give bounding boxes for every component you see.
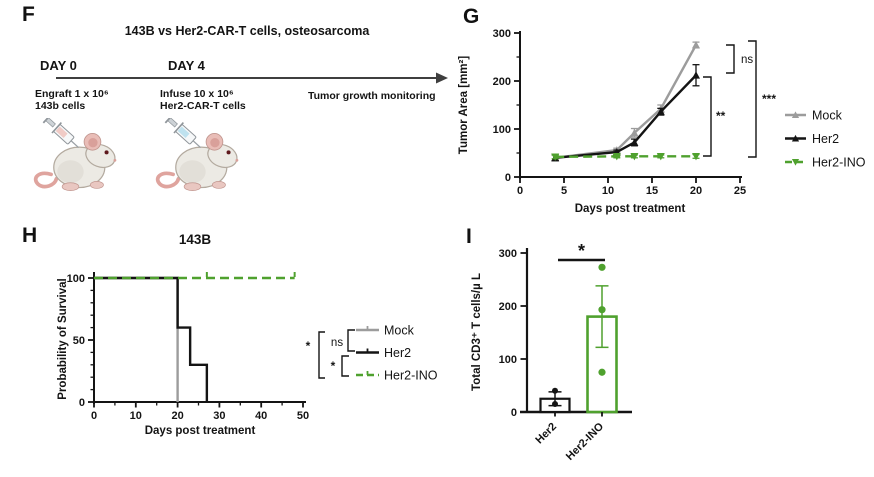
legend-label: Mock: [384, 324, 415, 338]
mouse-injection-illustration: [30, 118, 118, 192]
infusion-note-line1: Infuse 10 x 10⁶: [160, 88, 234, 100]
sig-bracket: [703, 76, 712, 157]
chart-title: 143B: [179, 232, 212, 247]
legend-label: Her2-INO: [384, 369, 438, 383]
engraft-note-line2: 143b cells: [35, 100, 86, 113]
y-tick-label: 100: [493, 124, 511, 136]
engraft-note: Engraft 1 x 10⁶ 143b cells: [35, 88, 109, 112]
legend-label: Mock: [812, 109, 843, 123]
sig-label: *: [306, 339, 311, 353]
x-axis-title: Days post treatment: [145, 425, 256, 437]
legend-label: Her2: [384, 346, 411, 360]
sig-label: *: [578, 241, 585, 261]
panel-g-tumor-growth: G 0 5 10 15 20 25 0 100 200 300 Days post treatmen…: [450, 0, 874, 232]
y-axis-title: Total CD3⁺ T cells/µ L: [471, 273, 483, 391]
data-point: [598, 306, 606, 314]
tumor-growth-chart: 0 5 10 15 20 25 0 100 200 300 Days post treatment T…: [458, 28, 866, 215]
y-tick-label: 0: [79, 397, 85, 409]
experiment-title: 143B vs Her2-CAR-T cells, osteosarcoma: [124, 24, 370, 38]
survival-curve-Her2: [94, 276, 209, 402]
data-point: [598, 263, 606, 271]
x-tick-label: Her2-INO: [564, 420, 607, 463]
mouse-injection-illustration: [152, 118, 240, 192]
legend-label: Her2-INO: [812, 156, 866, 170]
data-point: [598, 368, 606, 376]
infusion-note: Infuse 10 x 10⁶ Her2-CAR-T cells: [160, 88, 246, 112]
x-tick-label: 25: [734, 185, 746, 197]
data-point: [552, 387, 558, 394]
x-tick-label: 0: [517, 185, 523, 197]
marker-triangle-up: [630, 138, 639, 146]
sig-bracket: [318, 331, 325, 379]
y-axis-title: Tumor Area [mm²]: [458, 56, 470, 155]
marker-triangle-down: [791, 158, 800, 166]
data-point: [552, 401, 558, 408]
y-tick-label: 200: [493, 76, 511, 88]
panel-f-label: F: [22, 3, 35, 26]
panel-f-timeline: F 143B vs Her2-CAR-T cells, osteosarcoma…: [0, 0, 450, 200]
survival-chart: 143B 0 10 20 30 40 50 0 50 100 Days post treatment…: [57, 232, 438, 437]
infusion-note-line2: Her2-CAR-T cells: [160, 100, 246, 113]
timeline-day4-heading: DAY 4: [168, 58, 205, 73]
marker-triangle-up: [692, 41, 700, 49]
y-tick-label: 100: [499, 354, 517, 366]
x-tick-label: 10: [602, 185, 614, 197]
legend-label: Her2: [812, 132, 839, 146]
marker-triangle-down: [612, 152, 621, 161]
sig-label: ***: [762, 92, 776, 106]
y-tick-label: 200: [499, 301, 517, 313]
y-tick-label: 300: [499, 248, 517, 260]
sig-label: ns: [331, 337, 343, 349]
y-tick-label: 100: [67, 273, 85, 285]
marker-triangle-down: [630, 152, 639, 161]
marker-triangle-down: [692, 152, 700, 161]
x-axis-title: Days post treatment: [575, 203, 686, 215]
marker-triangle-down: [551, 153, 560, 161]
sig-bracket: [748, 40, 757, 158]
x-tick-label: Her2: [533, 421, 559, 447]
y-tick-label: 0: [511, 407, 517, 419]
panel-h-survival: H 143B 0 10 20 30 40 50 0 50 100 Days post treatme…: [0, 200, 450, 477]
marker-triangle-up: [791, 134, 800, 142]
x-tick-label: 15: [646, 185, 658, 197]
sig-label: *: [331, 359, 336, 373]
survival-curve-Mock: [94, 276, 179, 402]
x-tick-label: 10: [130, 410, 142, 422]
marker-triangle-down: [656, 152, 665, 161]
marker-triangle-up: [692, 71, 700, 79]
tcell-count-chart: 0 100 200 300 Total CD3⁺ T cells/µ L Her2 Her2…: [471, 241, 632, 463]
panel-g-label: G: [463, 5, 480, 28]
x-tick-label: 20: [690, 185, 702, 197]
marker-triangle-up: [791, 111, 800, 119]
monitoring-note: Tumor growth monitoring: [308, 90, 436, 102]
x-tick-label: 0: [91, 410, 97, 422]
x-tick-label: 40: [255, 410, 267, 422]
sig-label: ns: [741, 54, 753, 66]
x-tick-label: 5: [561, 185, 567, 197]
sig-bracket: [347, 329, 355, 352]
sig-bracket: [726, 44, 735, 74]
y-tick-label: 0: [505, 172, 511, 184]
engraft-note-line1: Engraft 1 x 10⁶: [35, 88, 109, 100]
x-tick-label: 50: [297, 410, 309, 422]
sig-bracket: [341, 355, 349, 377]
panel-i-label: I: [466, 225, 472, 248]
y-tick-label: 50: [73, 335, 85, 347]
y-axis-title: Probability of Survival: [57, 278, 69, 399]
x-tick-label: 30: [213, 410, 225, 422]
sig-label: **: [716, 109, 726, 123]
timeline-day0-heading: DAY 0: [40, 58, 77, 73]
y-tick-label: 300: [493, 28, 511, 40]
panel-i-tcell-counts: I 0 100 200 300 Total CD3⁺ T cells/µ L Her2 He…: [450, 200, 874, 477]
series-line-Her2: [555, 74, 697, 159]
marker-triangle-up: [630, 128, 639, 137]
marker-triangle-up: [656, 107, 665, 116]
timeline-arrow-icon: [56, 72, 448, 84]
series-line-Mock: [555, 44, 698, 159]
x-tick-label: 20: [171, 410, 183, 422]
panel-h-label: H: [22, 224, 38, 247]
